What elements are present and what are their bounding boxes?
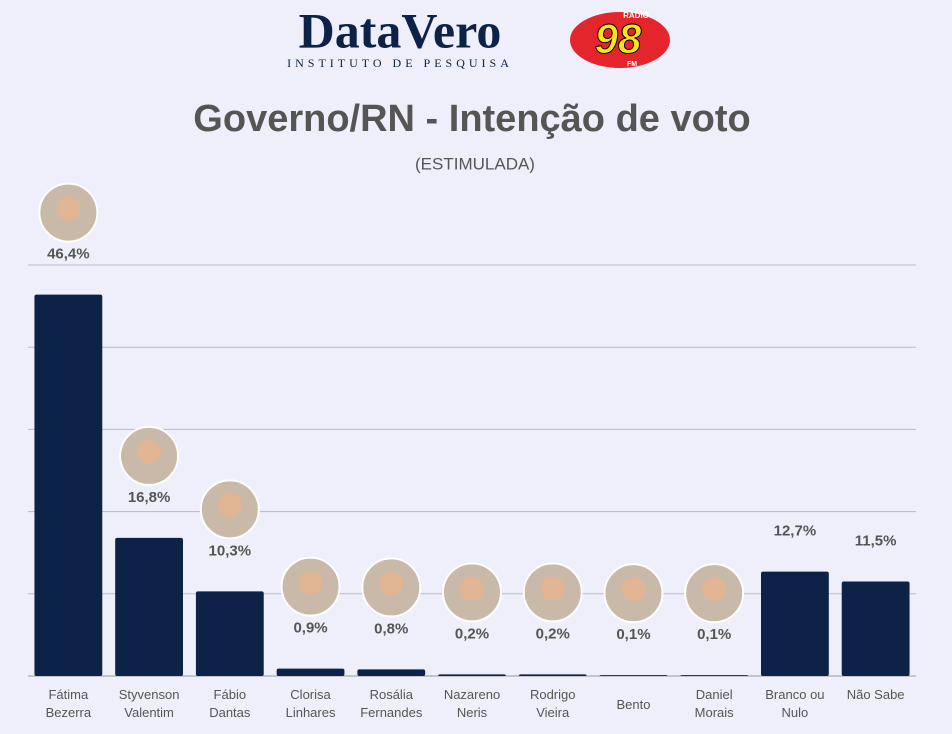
value-label: 12,7% [774,523,817,540]
x-tick-label: Rosália Fernandes [360,687,423,720]
x-tick-label: Não Sabe [846,687,905,702]
bar [438,674,506,676]
photo-face [56,196,81,221]
bar [195,591,264,676]
value-label: 46,4% [47,246,90,263]
value-label: 0,2% [455,625,489,642]
radio-logo [570,12,670,68]
photo-face [217,493,242,518]
x-tick-label: Daniel Morais [694,687,734,720]
radio-top: RÁDIO [623,11,649,20]
value-label: 11,5% [855,532,897,549]
value-label: 0,1% [697,626,731,643]
bar [761,571,829,676]
bar [115,537,183,676]
x-tick-label: Rodrigo Vieira [529,687,576,720]
x-tick-label: Fábio Dantas [209,687,251,720]
bar [518,674,587,676]
bar [276,668,345,676]
photo-face [379,571,404,596]
photo-face [137,439,162,464]
value-label: 16,8% [128,489,171,506]
chart-title: Governo/RN - Intenção de voto [193,98,750,140]
brand: DataVero [299,2,502,58]
value-label: 0,9% [293,620,327,637]
photo-face [460,576,484,601]
photo-face [540,576,565,601]
brand-sub: INSTITUTO DE PESQUISA [287,56,513,70]
radio-number: 98 [595,15,642,62]
photo-face [621,577,646,602]
photo-face [702,577,727,602]
bar [680,675,749,676]
x-tick-label: Branco ou Nulo [765,687,825,720]
x-tick-label: Styvenson Valentim [118,687,180,720]
bar [599,675,668,676]
value-label: 0,2% [536,625,570,642]
x-tick-label: Clorisa Linhares [285,687,336,720]
bar [841,581,910,676]
value-label: 0,8% [374,620,408,637]
x-tick-label: Nazareno Neris [443,687,501,720]
value-label: 0,1% [616,626,650,643]
value-label: 10,3% [209,542,252,559]
photo-face [298,570,323,595]
radio-bottom: FM [627,61,637,68]
chart-subtitle: (ESTIMULADA) [415,154,535,173]
x-tick-label: Bento [616,697,651,712]
x-tick-label: Fátima Bezerra [45,687,92,720]
bar [34,294,103,676]
bar [357,669,426,676]
